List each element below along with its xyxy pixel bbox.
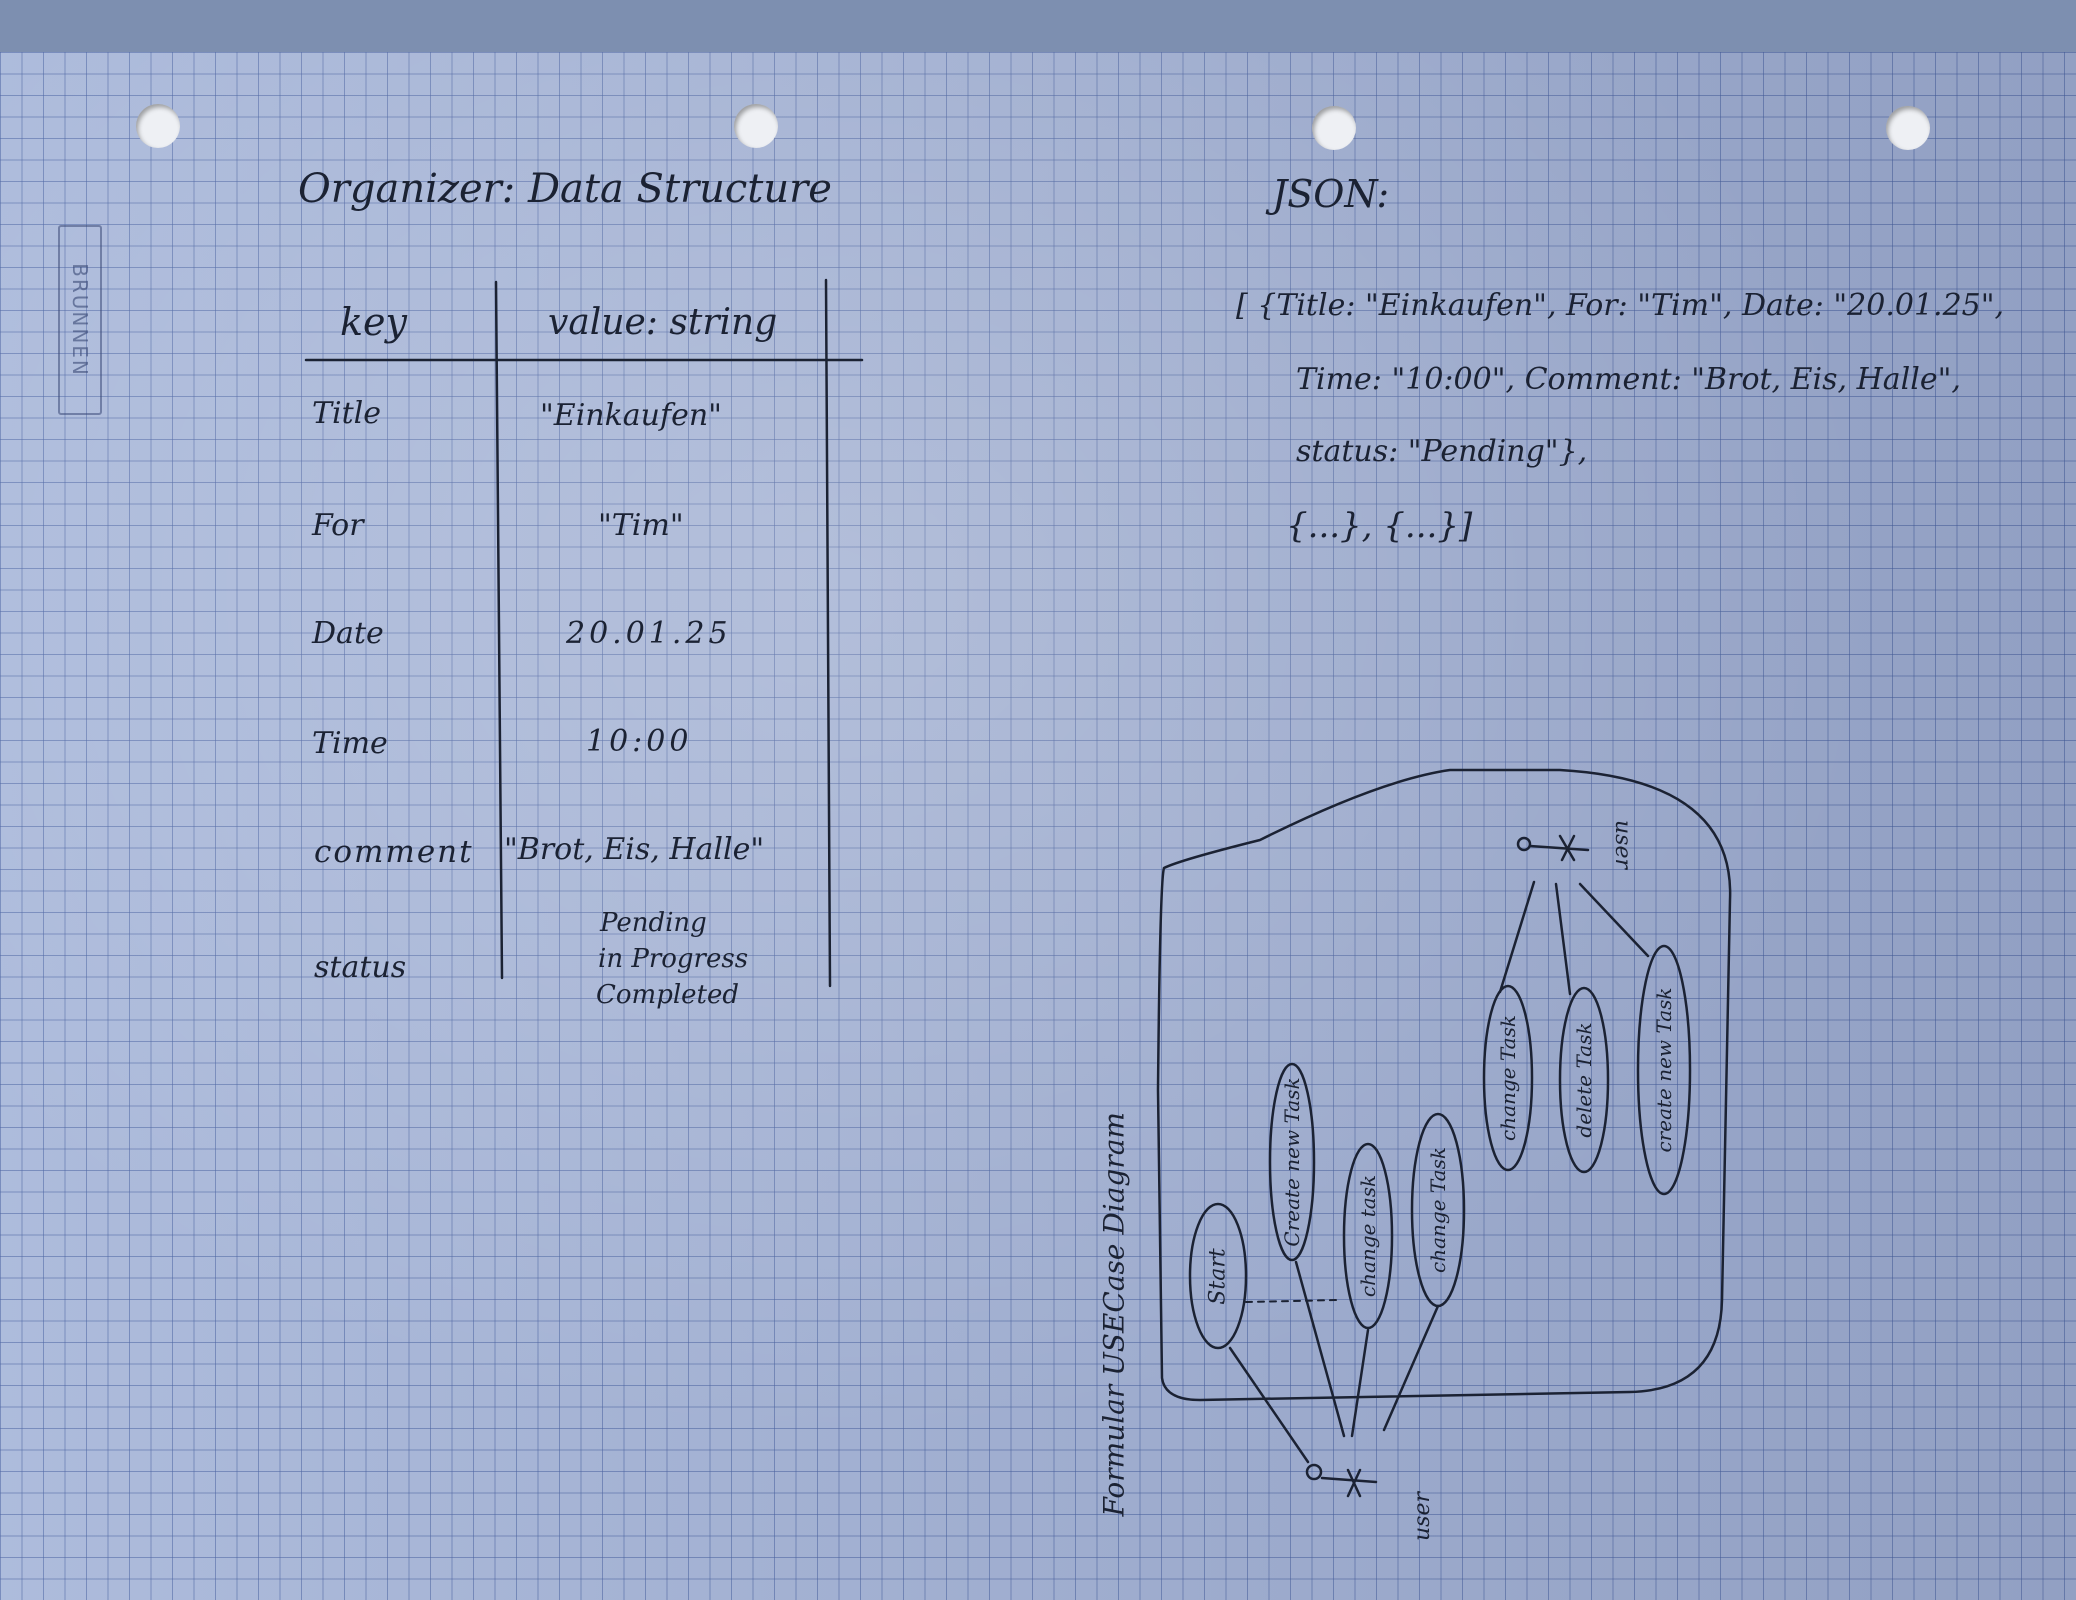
punch-hole [1886,106,1930,150]
diagram-caption: Formular USECase Diagram [1097,1112,1131,1517]
use-case-change-task-top [1482,984,1534,1172]
table-key: Date [312,616,384,651]
page-title: Organizer: Data Structure [298,166,832,212]
use-case-start [1188,1202,1248,1350]
json-line: status: "Pending"}, [1296,434,1588,469]
status-option: in Progress [598,944,749,974]
use-case-delete-task [1558,986,1610,1174]
use-case-label: change Task [1496,1015,1520,1141]
json-label: JSON: [1272,172,1390,216]
use-case-label: delete Task [1572,1022,1596,1138]
table-header-key: key [340,300,407,344]
table-value: "Brot, Eis, Halle" [504,832,765,867]
actor-bottom-label: user [1410,1492,1435,1541]
actor-top-label: user [1610,820,1635,869]
system-boundary [1156,768,1732,1402]
punch-hole [1312,106,1356,150]
use-case-label: change task [1356,1174,1380,1298]
table-key: Title [312,396,382,431]
status-option: Completed [596,980,740,1010]
table-key: For [312,508,364,543]
table-value: 10:00 [586,724,693,759]
punch-hole [734,104,778,148]
json-line: Time: "10:00", Comment: "Brot, Eis, Hall… [1296,362,1961,397]
use-case-label: create new Task [1652,987,1676,1153]
use-case-label: Create new Task [1280,1077,1304,1247]
table-key: comment [314,834,474,870]
table-key: status [314,950,407,985]
use-case-create-new-task-top [1636,944,1692,1196]
table-value: 20.01.25 [566,616,732,651]
actor-bottom-icon [1305,1463,1378,1498]
table-value: "Einkaufen" [540,398,722,433]
use-case-change-task-a [1342,1142,1394,1330]
actor-top-icon [1516,834,1590,862]
status-option: Pending [600,908,707,938]
brand-logo: BRUNNEN [58,225,102,415]
table-header-value: value: string [548,302,778,343]
table-key: Time [312,726,388,761]
json-line: [ {Title: "Einkaufen", For: "Tim", Date:… [1236,288,2005,323]
use-case-create-new-task [1268,1062,1316,1262]
punch-hole [136,104,180,148]
table-value: "Tim" [598,508,684,543]
use-case-label: change Task [1426,1147,1450,1273]
json-line: {...}, {...}] [1286,506,1473,546]
use-case-label: Start [1205,1248,1231,1305]
